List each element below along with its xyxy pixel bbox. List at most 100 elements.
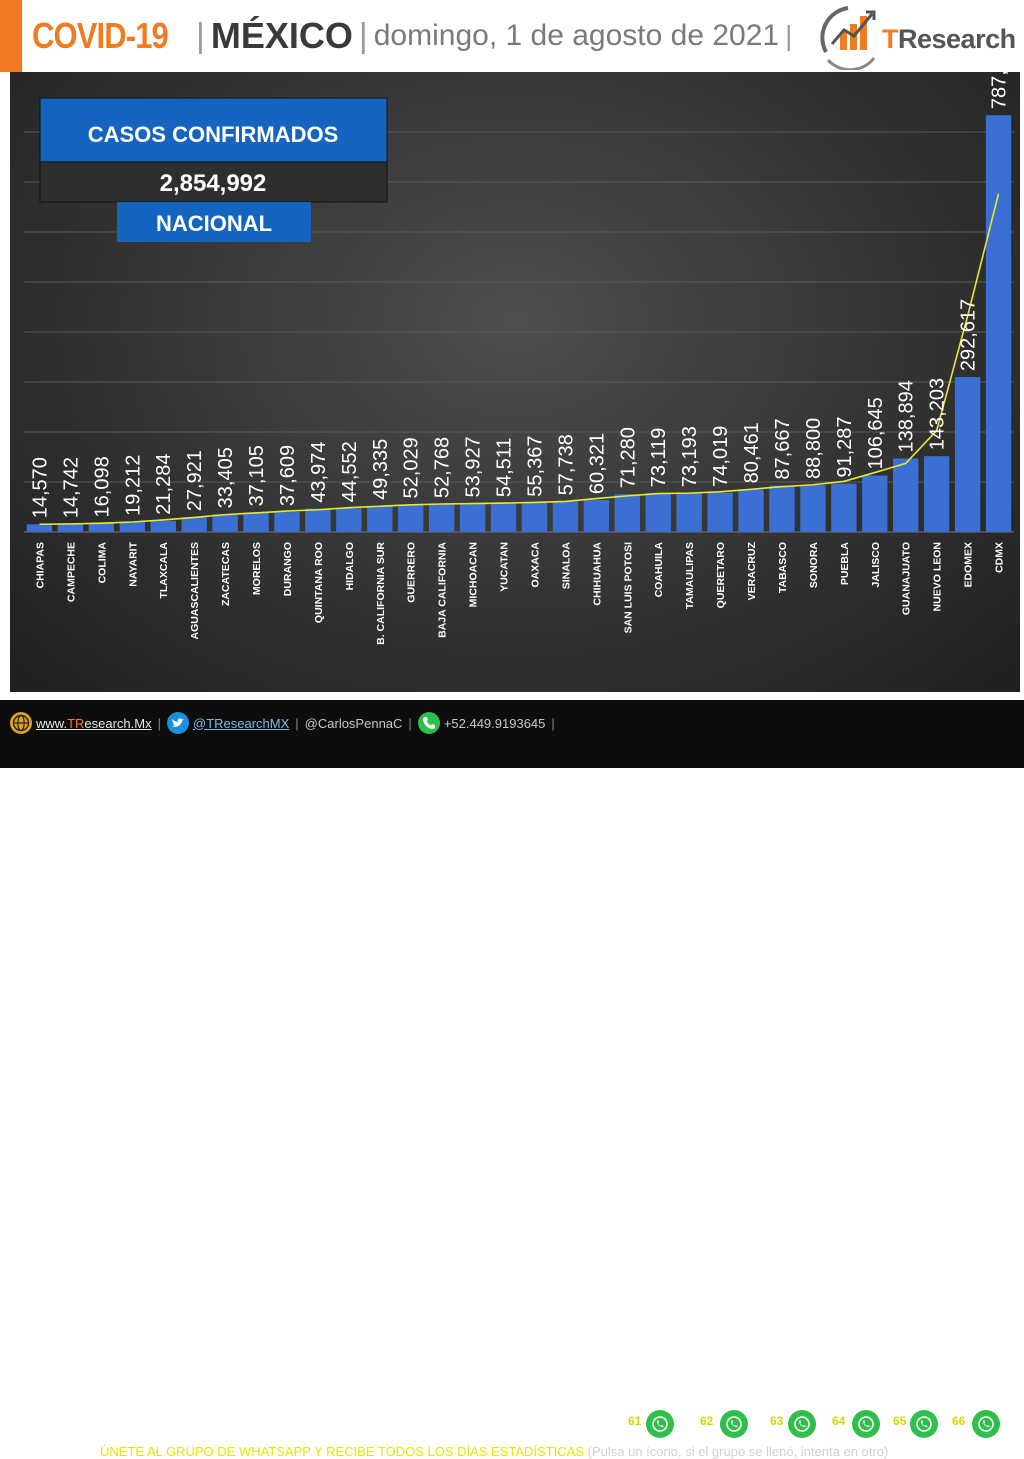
value-label: 88,800 [803,418,825,479]
value-label: 80,461 [741,422,763,483]
bar [645,493,671,532]
value-label: 71,280 [617,427,639,488]
bar [150,520,176,532]
category-label: JALISCO [870,542,882,588]
value-label: 52,029 [401,437,423,498]
footer: www.TResearch.Mx | @TResearchMX | @Carlo… [0,700,1024,1459]
value-label: 57,738 [555,434,577,495]
bar [181,517,207,532]
whatsapp-icon-63[interactable] [788,1410,816,1438]
phone-icon [417,712,440,734]
category-label: SONORA [808,542,820,589]
summary-total: 2,854,992 [160,170,267,197]
bar [862,475,888,532]
value-label: 143,203 [927,378,949,450]
value-label: 53,927 [463,436,485,497]
value-label: 292,617 [958,299,980,371]
group-number-65: 65 [893,1414,907,1428]
category-label: MORELOS [251,542,263,595]
value-labels-group: 14,570 14,742 16,098 19,212 21,284 27,921 33,4… [29,37,1011,518]
category-label: CAMPECHE [65,542,77,602]
value-label: 55,367 [524,436,546,497]
category-label: SINALOA [560,542,572,590]
value-label: 44,552 [339,441,361,502]
value-label: 787,339 [989,72,1011,109]
twitter-handle-2[interactable]: @CarlosPennaC [304,715,403,731]
bar [769,485,795,532]
value-label: 43,974 [308,442,330,503]
category-label: GUANAJUATO [901,542,913,615]
group-number-66: 66 [952,1414,966,1428]
bar [459,503,486,532]
bar-chart: CASOS CONFIRMADOS 2,854,992 NACIONAL 14,… [24,37,1014,645]
category-label: HIDALGO [344,542,356,590]
value-label: 87,667 [772,418,794,479]
whatsapp-icon-64[interactable] [852,1410,880,1438]
bar [676,493,702,532]
page-title: COVID-19 | MÉXICO | domingo, 1 de agosto… [32,10,798,62]
category-label: COLIMA [96,542,108,584]
bars-group [26,115,1012,533]
title-country: MÉXICO [210,15,353,56]
bar [831,483,857,532]
bar [490,503,517,532]
bar [367,505,393,532]
summary-title-box [39,97,388,163]
value-label: 37,105 [246,445,268,506]
value-label: 21,284 [153,454,175,515]
category-label: TLAXCALA [158,542,170,599]
value-label: 54,511 [494,437,516,497]
group-number-61: 61 [628,1414,642,1428]
bar [243,512,269,532]
footer-separator-2: | [295,715,299,731]
whatsapp-icon-62[interactable] [720,1410,748,1438]
category-labels-group: CHIAPAS CAMPECHE COLIMA NAYARIT TLAXCALA AGUA… [34,541,1005,644]
whatsapp-icon-61[interactable] [646,1410,674,1438]
value-label: 138,894 [896,380,918,452]
value-label: 91,287 [834,416,856,477]
bar [923,456,950,532]
group-number-62: 62 [700,1414,714,1428]
category-label: NAYARIT [127,541,139,586]
category-label: OAXACA [529,542,541,588]
footer-separator: | [157,715,161,731]
summary-scope-box [117,202,311,242]
category-label: QUINTANA ROO [313,542,325,623]
footer-separator-3: | [408,715,412,731]
bar [614,494,640,532]
value-label: 73,119 [648,428,670,488]
bar [88,523,115,532]
bar [119,521,145,532]
value-label: 52,768 [432,437,454,498]
category-label: CHIAPAS [34,542,46,588]
category-label: CDMX [994,542,1006,573]
value-label: 73,193 [679,426,701,487]
whatsapp-icon-65[interactable] [910,1410,938,1438]
bar [521,502,548,532]
summary-title: CASOS CONFIRMADOS [88,122,339,147]
phone-number[interactable]: +52.449.9193645 [443,715,546,731]
cta-main: ÚNETE AL GRUPO DE WHATSAPP Y RECIBE TODO… [100,1444,585,1459]
bar [738,489,764,532]
value-label: 49,335 [370,439,392,500]
twitter-link[interactable]: @TResearchMX [193,715,290,731]
bar [26,524,53,532]
value-label: 14,570 [29,457,51,518]
bar [552,501,579,532]
category-label: SAN LUIS POTOSI [622,542,634,633]
title-separator-end: | [785,20,793,51]
bar [893,458,919,532]
title-separator: | [196,16,205,55]
category-label: MICHOACAN [468,542,480,607]
category-label: QUERETARO [715,542,727,608]
category-label: PUEBLA [839,542,851,586]
tresearch-logo: TResearch [818,2,1024,72]
twitter-icon [167,712,189,734]
whatsapp-icon-66[interactable] [972,1410,1000,1438]
website-link[interactable]: www.TResearch.Mx [36,715,152,731]
bar [800,484,826,532]
bar [305,508,331,532]
bar [954,377,981,532]
cta-note: (Pulsa un ícono, si el grupo se llenó, i… [587,1444,889,1459]
value-label: 60,321 [586,433,608,494]
